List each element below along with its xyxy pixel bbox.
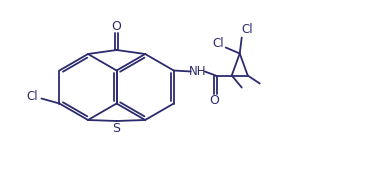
Text: NH: NH [189,65,206,78]
Text: O: O [112,19,122,33]
Text: O: O [209,94,219,107]
Text: Cl: Cl [241,23,253,36]
Text: Cl: Cl [212,37,224,50]
Text: Cl: Cl [27,90,38,103]
Text: S: S [113,122,120,136]
